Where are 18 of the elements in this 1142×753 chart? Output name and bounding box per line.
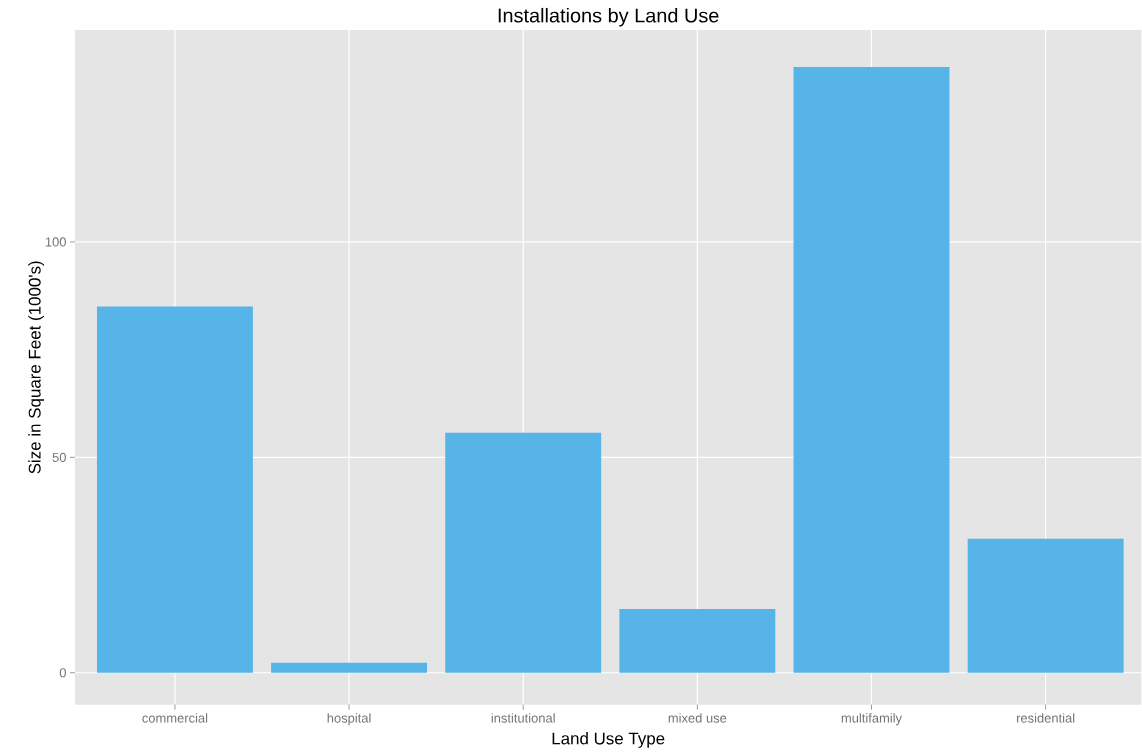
y-tick-label: 100 bbox=[45, 237, 66, 247]
x-axis-title: Land Use Type bbox=[552, 732, 665, 749]
bar bbox=[967, 538, 1124, 673]
bar bbox=[619, 609, 776, 673]
x-tick-label: institutional bbox=[491, 713, 555, 723]
x-tick-label: residential bbox=[1016, 713, 1075, 723]
bar bbox=[271, 663, 428, 673]
x-tick-label: hospital bbox=[327, 713, 371, 726]
bar bbox=[96, 306, 253, 673]
x-tick-label: multifamily bbox=[841, 713, 903, 726]
x-tick-label: commercial bbox=[142, 713, 208, 723]
x-tick-label: mixed use bbox=[668, 713, 727, 723]
y-tick-label: 50 bbox=[52, 452, 66, 463]
bar bbox=[445, 432, 602, 673]
y-tick-label: 0 bbox=[59, 668, 66, 678]
y-axis-title: Size in Square Feet (1000's) bbox=[28, 261, 45, 474]
chart-title: Installations by Land Use bbox=[498, 8, 719, 27]
bar bbox=[793, 67, 950, 673]
